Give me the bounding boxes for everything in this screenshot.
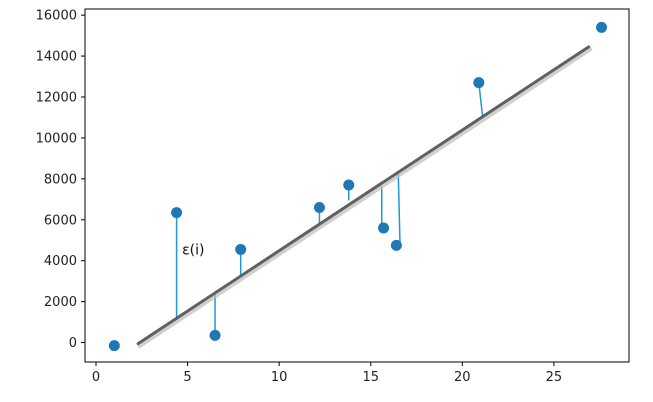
y-tick-label-0: 0 [69,336,77,351]
regression-line-shadow [137,47,593,349]
x-tick-label-10: 10 [271,370,288,385]
y-tick-label-16000: 16000 [36,9,77,24]
y-tick-label-12000: 12000 [36,90,77,105]
y-axis-ticks: 0 2000 4000 6000 8000 10000 12000 14000 16000 [36,9,85,351]
data-point-5 [313,201,325,213]
x-tick-label-5: 5 [183,370,191,385]
x-tick-label-25: 25 [546,370,563,385]
residual-lines [175,82,484,336]
regression-line [136,45,591,346]
data-point-2 [171,207,183,219]
axes: 0 5 10 15 20 25 0 2000 4000 6000 8000 10000 12000 14… [36,8,630,385]
y-tick-label-8000: 8000 [44,172,77,187]
data-point-10 [596,21,608,33]
residual-line-7 [397,171,401,246]
data-point-8 [390,239,402,251]
y-tick-label-4000: 4000 [44,254,77,269]
x-axis-ticks: 0 5 10 15 20 25 [92,362,562,385]
x-tick-label-15: 15 [362,370,379,385]
y-tick-label-2000: 2000 [44,295,77,310]
regression-line-group [136,45,593,349]
data-point-7 [378,222,390,234]
y-tick-label-10000: 10000 [36,131,77,146]
data-point-3 [209,329,221,341]
data-point-6 [343,179,355,191]
y-tick-label-6000: 6000 [44,213,77,228]
y-tick-label-14000: 14000 [36,50,77,65]
data-point-9 [473,77,485,89]
residual-annotation: ε(i) [182,243,204,259]
data-points [108,21,608,352]
data-point-4 [235,243,247,255]
x-tick-label-20: 20 [454,370,471,385]
x-tick-label-0: 0 [92,370,100,385]
data-point-1 [108,340,120,352]
plot-frame [84,8,630,363]
